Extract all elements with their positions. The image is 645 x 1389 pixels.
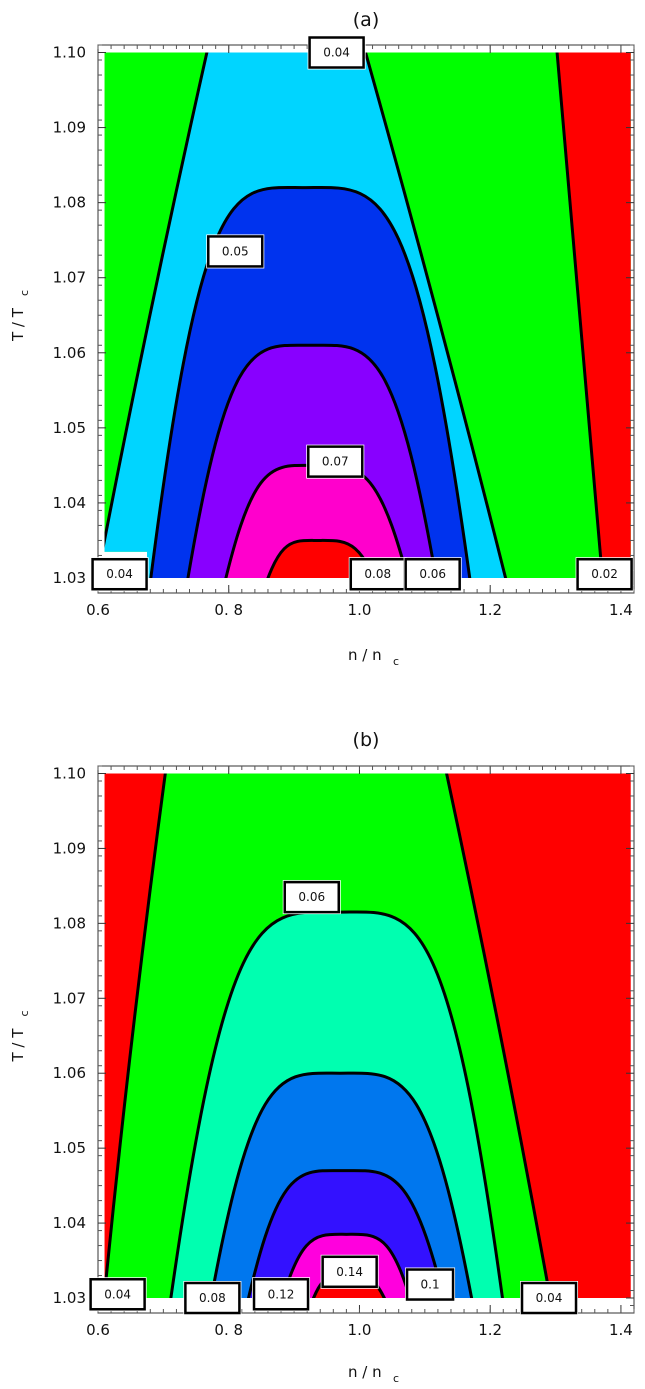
contour-label-box <box>576 557 633 591</box>
contour-label-box <box>308 36 365 69</box>
contour-label-box <box>207 235 264 268</box>
contour-label-box <box>252 1278 310 1311</box>
contour-label: 0.04 <box>88 1277 147 1312</box>
y-axis-label: T / T <box>9 1028 27 1063</box>
x-axis-label: n / n <box>348 1363 382 1381</box>
x-axis-label-subscript: c <box>393 655 399 668</box>
y-tick-label: 1.03 <box>53 1289 86 1307</box>
contour-label-text: 0.07 <box>322 455 349 469</box>
contour-label: 0.07 <box>306 444 365 479</box>
x-tick-label: 1.2 <box>478 601 502 619</box>
y-tick-label: 1.03 <box>53 569 86 587</box>
y-tick-label: 1.07 <box>53 269 86 287</box>
contour-label-text: 0.06 <box>298 890 325 904</box>
contour-label-text: 0.05 <box>222 244 249 258</box>
contour-label-text: 0.02 <box>591 567 618 581</box>
x-axis-label: n / n <box>348 646 382 664</box>
contour-label-box <box>307 445 364 478</box>
contour-label-box <box>404 557 461 591</box>
chart-panel-a: 0.6 0. 8 1.0 1.2 1.4 1.03 1.04 1.05 1.06 1.07 1.08… <box>9 9 635 668</box>
x-tick-label: 1.4 <box>609 1321 633 1339</box>
plot-frame <box>97 44 635 594</box>
y-axis-label-group: T / T c <box>9 1010 31 1062</box>
x-tick-label: 1.4 <box>609 601 633 619</box>
contour-label-text: 0.04 <box>323 46 350 60</box>
contour-area <box>104 52 631 578</box>
contour-label: 0.04 <box>307 35 366 70</box>
contour-label-box <box>283 880 340 914</box>
contour-label-text: 0.08 <box>199 1291 226 1305</box>
contour-label-text: 0.04 <box>536 1291 563 1305</box>
contour-label-text: 0.04 <box>106 567 133 581</box>
y-axis-label: T / T <box>9 307 27 342</box>
contour-label: 0.02 <box>575 557 634 592</box>
contour-right-band <box>553 52 631 578</box>
x-tick-label: 0. 8 <box>214 601 243 619</box>
y-axis-label-subscript: c <box>18 1010 31 1016</box>
contour-label-text: 0.1 <box>421 1278 440 1292</box>
x-tick-label: 0.6 <box>86 601 110 619</box>
contour-label: 0.06 <box>403 557 462 592</box>
plot-frame <box>97 765 635 1314</box>
y-axis-label-group: T / T c <box>9 290 31 342</box>
contour-label-box <box>349 557 407 591</box>
contour-label-text: 0.04 <box>104 1287 131 1301</box>
contour-label-text: 0.08 <box>364 567 391 581</box>
contour-label: 0.14 <box>320 1254 379 1289</box>
x-tick-label: 0.6 <box>86 1321 110 1339</box>
y-tick-label: 1.05 <box>53 419 86 437</box>
contour-area <box>104 773 631 1299</box>
contour-label-box <box>321 1255 378 1289</box>
contour-label-text: 0.12 <box>268 1287 295 1301</box>
contour-label-box <box>184 1281 241 1315</box>
contour-label-text: 0.14 <box>336 1265 363 1279</box>
contour-label: 0.04 <box>520 1281 579 1316</box>
y-tick-label: 1.06 <box>53 344 86 362</box>
y-tick-label: 1.10 <box>53 44 86 62</box>
y-tick-label: 1.08 <box>53 914 86 932</box>
y-tick-label: 1.05 <box>53 1139 86 1157</box>
contour-label-box <box>520 1281 578 1315</box>
contour-label: 0.12 <box>252 1277 311 1312</box>
contour-label: 0.08 <box>183 1281 242 1316</box>
contour-label-box <box>405 1268 455 1301</box>
x-tick-label: 1.0 <box>348 1321 372 1339</box>
contour-label-text: 0.06 <box>419 567 446 581</box>
contour-label: 0.06 <box>282 880 341 915</box>
y-tick-label: 1.09 <box>53 839 86 857</box>
x-tick-label: 1.0 <box>348 601 372 619</box>
y-tick-label: 1.06 <box>53 1064 86 1082</box>
contour-label: 0.08 <box>348 557 407 592</box>
contour-label-box <box>89 1278 146 1311</box>
x-tick-label: 1.2 <box>478 1321 502 1339</box>
y-tick-label: 1.04 <box>53 494 86 512</box>
y-tick-label: 1.04 <box>53 1214 86 1232</box>
contour-label: 0.1 <box>405 1267 456 1302</box>
y-axis-label-subscript: c <box>18 290 31 296</box>
x-tick-label: 0. 8 <box>214 1321 243 1339</box>
x-axis-label-subscript: c <box>393 1372 399 1385</box>
y-tick-label: 1.07 <box>53 989 86 1007</box>
contour-label-box <box>91 557 148 591</box>
y-tick-label: 1.10 <box>53 764 86 782</box>
y-tick-label: 1.09 <box>53 119 86 137</box>
contour-label: 0.04 <box>90 557 149 592</box>
chart-title: (b) <box>353 729 380 751</box>
chart-panel-b: 0.6 0. 8 1.0 1.2 1.4 1.03 1.04 1.05 1.06 1.07 1.08… <box>9 729 635 1385</box>
y-tick-label: 1.08 <box>53 194 86 212</box>
contour-label: 0.05 <box>206 234 265 269</box>
chart-title: (a) <box>353 9 379 31</box>
